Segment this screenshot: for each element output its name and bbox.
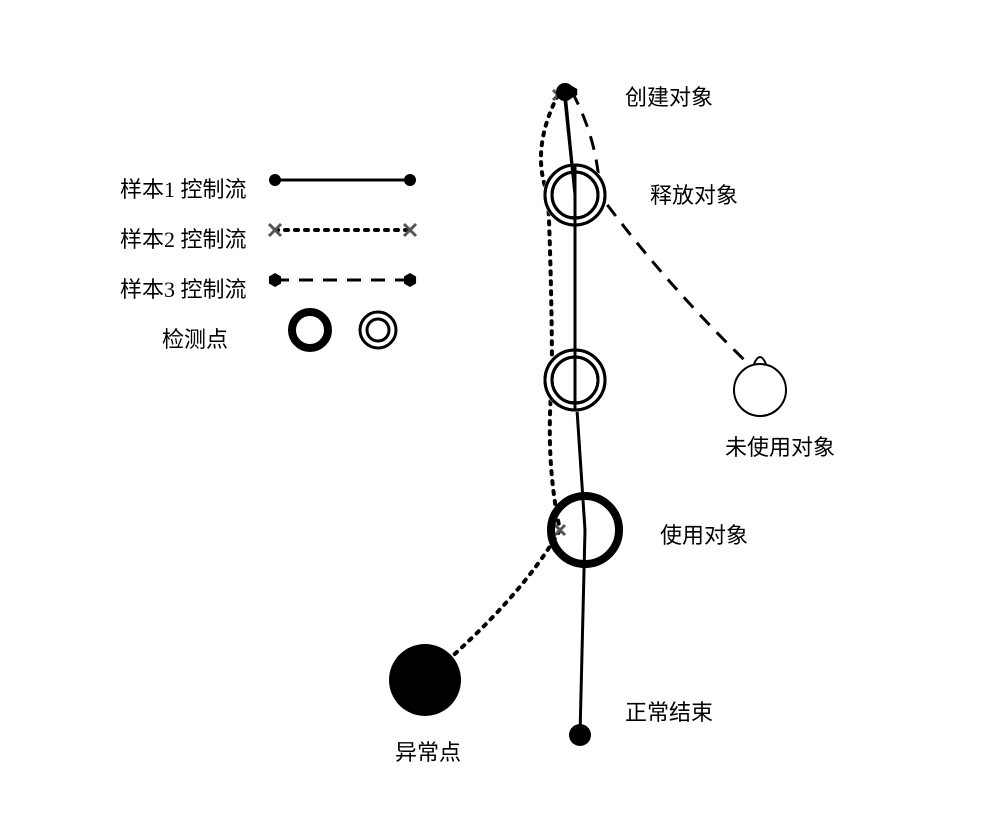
legend-sample2-label: 样本2 控制流 — [120, 222, 247, 254]
diagram-canvas: 样本1 控制流 样本2 控制流 样本3 控制流 检测点 创建对象 释放对象 未使… — [0, 0, 1000, 823]
node-normal-label: 正常结束 — [625, 695, 713, 727]
legend-sample3-label: 样本3 控制流 — [120, 272, 247, 304]
legend-sample1-label: 样本1 控制流 — [120, 172, 247, 204]
node-use-label: 使用对象 — [660, 518, 748, 550]
legend-checkpoint-label: 检测点 — [162, 322, 228, 354]
svg-layer — [0, 0, 1000, 823]
node-release-label: 释放对象 — [650, 178, 738, 210]
node-unused-label: 未使用对象 — [725, 430, 835, 462]
node-abnormal-label: 异常点 — [395, 735, 461, 767]
node-create-label: 创建对象 — [625, 80, 713, 112]
